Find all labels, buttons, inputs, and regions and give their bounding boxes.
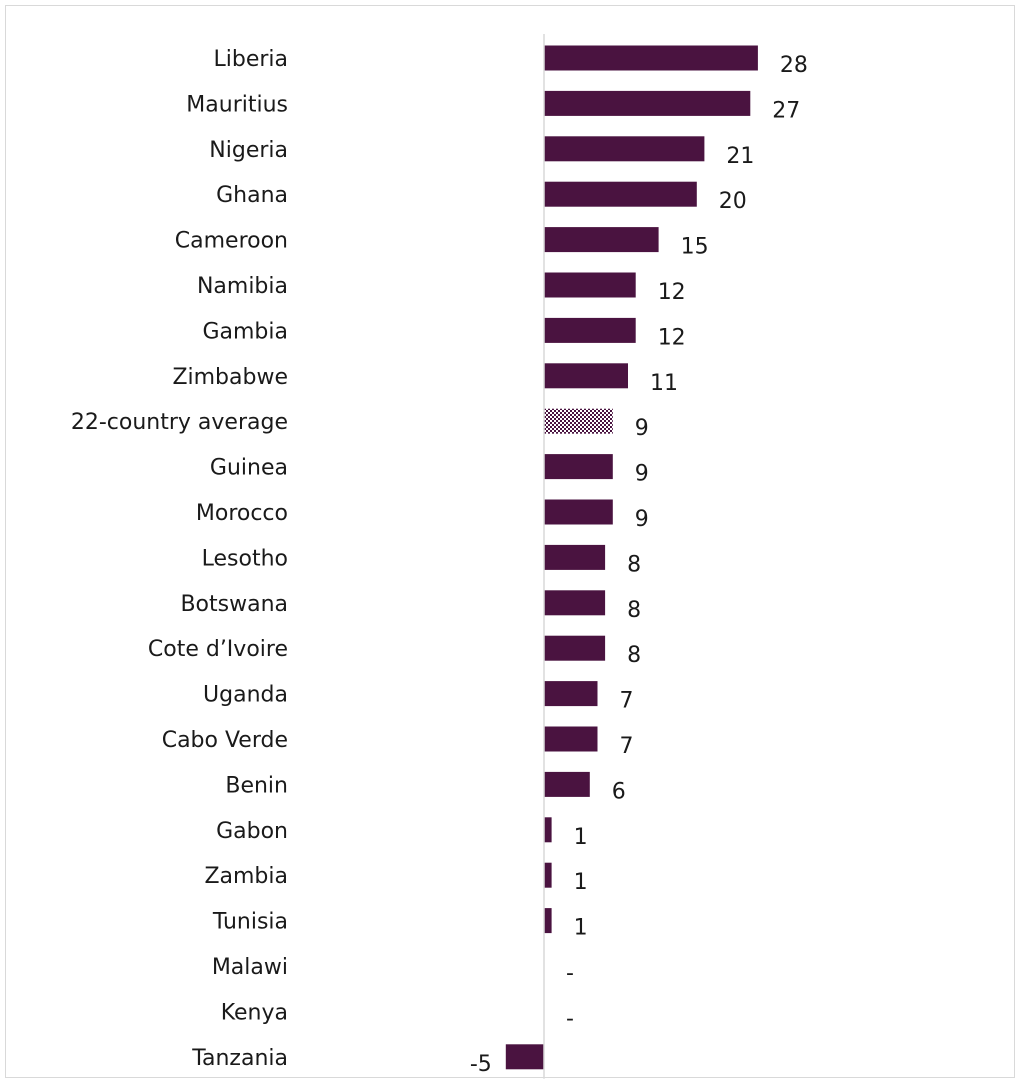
category-label-benin: Benin	[225, 773, 288, 798]
category-label-mauritius: Mauritius	[186, 92, 288, 117]
value-label-guinea: 9	[635, 462, 649, 487]
category-label-uganda: Uganda	[203, 683, 288, 708]
bar-benin	[544, 771, 590, 797]
bar-namibia	[544, 272, 636, 298]
value-label-mauritius: 27	[772, 98, 800, 123]
bar-tunisia	[544, 908, 552, 934]
category-label-liberia: Liberia	[213, 47, 288, 72]
category-label-nigeria: Nigeria	[209, 138, 288, 163]
value-label-uganda: 7	[620, 689, 634, 714]
category-label-morocco: Morocco	[196, 501, 288, 526]
category-label-gambia: Gambia	[202, 319, 288, 344]
bar-uganda	[544, 681, 598, 707]
bar-guinea	[544, 454, 613, 480]
bar-gabon	[544, 817, 552, 843]
bar-liberia	[544, 45, 758, 71]
bar-22-country-average	[544, 408, 613, 434]
value-label-gabon: 1	[574, 825, 588, 850]
category-label-kenya: Kenya	[221, 1000, 288, 1025]
value-label-kenya: -	[566, 1006, 574, 1031]
bar-ghana	[544, 181, 697, 207]
bar-zambia	[544, 862, 552, 888]
category-label-botswana: Botswana	[180, 592, 288, 617]
value-label-namibia: 12	[658, 280, 686, 305]
value-label-nigeria: 21	[726, 144, 754, 169]
bar-mauritius	[544, 90, 751, 116]
bar-lesotho	[544, 544, 606, 570]
value-label-tunisia: 1	[574, 916, 588, 941]
category-label-zambia: Zambia	[204, 864, 288, 889]
value-label-gambia: 12	[658, 325, 686, 350]
value-label-22-country-average: 9	[635, 416, 649, 441]
bar-zimbabwe	[544, 363, 628, 389]
value-label-zimbabwe: 11	[650, 371, 678, 396]
bar-cameroon	[544, 227, 659, 253]
bar-botswana	[544, 590, 606, 616]
bar-cote-d-ivoire	[544, 635, 606, 661]
category-label-tunisia: Tunisia	[212, 910, 288, 935]
category-label-guinea: Guinea	[210, 456, 288, 481]
category-label-namibia: Namibia	[197, 274, 288, 299]
value-label-liberia: 28	[780, 53, 808, 78]
value-label-zambia: 1	[574, 870, 588, 895]
bar-chart: Liberia Mauritius Nigeria Ghana Cameroon Nami…	[71, 34, 808, 1079]
value-label-cabo-verde: 7	[620, 734, 634, 759]
bar-cabo-verde	[544, 726, 598, 752]
bar-tanzania	[505, 1044, 544, 1070]
category-label-gabon: Gabon	[216, 819, 288, 844]
category-label-tanzania: Tanzania	[191, 1046, 288, 1071]
category-label-cameroon: Cameroon	[175, 229, 288, 254]
value-label-cote-d-ivoire: 8	[627, 643, 641, 668]
value-label-benin: 6	[612, 779, 626, 804]
value-label-ghana: 20	[719, 189, 747, 214]
category-label-lesotho: Lesotho	[202, 546, 288, 571]
bar-nigeria	[544, 136, 705, 162]
category-label-ghana: Ghana	[216, 183, 288, 208]
value-label-cameroon: 15	[681, 235, 709, 260]
bar-morocco	[544, 499, 613, 525]
value-label-morocco: 9	[635, 507, 649, 532]
bar-gambia	[544, 317, 636, 343]
chart-frame: Liberia Mauritius Nigeria Ghana Cameroon Nami…	[5, 5, 1015, 1079]
value-label-tanzania: -5	[470, 1052, 492, 1077]
category-label-22-country-average: 22-country average	[71, 410, 288, 435]
category-label-cote-d-ivoire: Cote d’Ivoire	[148, 637, 288, 662]
value-label-botswana: 8	[627, 598, 641, 623]
value-label-lesotho: 8	[627, 552, 641, 577]
category-label-malawi: Malawi	[212, 955, 288, 980]
category-label-zimbabwe: Zimbabwe	[172, 365, 288, 390]
value-label-malawi: -	[566, 961, 574, 986]
category-label-cabo-verde: Cabo Verde	[162, 728, 288, 753]
